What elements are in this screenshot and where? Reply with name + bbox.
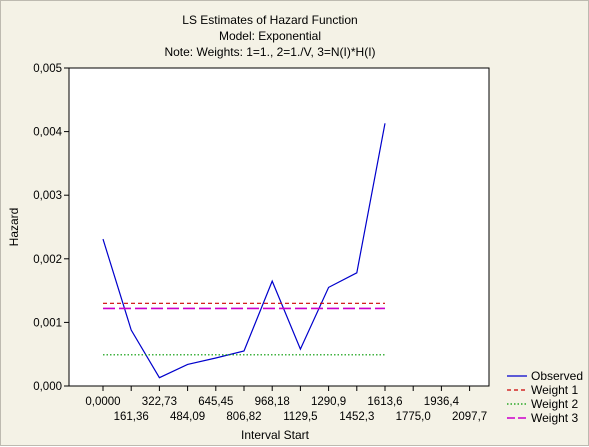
x-axis-title: Interval Start xyxy=(241,428,310,442)
series-layer xyxy=(102,123,386,379)
x-tick-label: 1775,0 xyxy=(396,411,431,423)
plot-area xyxy=(68,67,490,387)
x-tick-label: 1613,6 xyxy=(367,396,402,408)
y-tick-label: 0,000 xyxy=(33,381,62,393)
x-tick-label: 1452,3 xyxy=(339,411,374,423)
chart-title: LS Estimates of Hazard Function xyxy=(182,13,357,27)
x-tick-label: 2097,7 xyxy=(452,411,487,423)
legend-label-weight-1: Weight 1 xyxy=(531,383,578,397)
x-tick-label: 322,73 xyxy=(142,396,177,408)
legend-label-weight-3: Weight 3 xyxy=(531,411,578,425)
x-tick-label: 806,82 xyxy=(226,411,261,423)
y-axis: 0,000 0,001 0,002 0,003 0,004 0,005 xyxy=(33,63,69,393)
y-tick-label: 0,004 xyxy=(33,127,62,139)
legend-label-weight-2: Weight 2 xyxy=(531,397,578,411)
y-tick-label: 0,002 xyxy=(33,254,62,266)
x-tick-label: 645,45 xyxy=(198,396,233,408)
y-tick-label: 0,005 xyxy=(33,63,62,75)
series-line-observed xyxy=(102,123,386,379)
y-axis-title: Hazard xyxy=(7,208,21,247)
chart-subtitle-model: Model: Exponential xyxy=(219,29,321,43)
legend-label-observed: Observed xyxy=(531,369,583,383)
x-tick-label: 968,18 xyxy=(255,396,290,408)
x-tick-label: 484,09 xyxy=(170,411,205,423)
x-axis: 0,0000 161,36 322,73 484,09 645,45 806,82 968,… xyxy=(85,386,487,423)
x-tick-label: 0,0000 xyxy=(85,396,120,408)
x-tick-label: 161,36 xyxy=(114,411,149,423)
x-tick-label: 1129,5 xyxy=(283,411,317,423)
y-tick-label: 0,003 xyxy=(33,190,62,202)
chart-subtitle-note: Note: Weights: 1=1., 2=1./V, 3=N(I)*H(I) xyxy=(164,45,375,59)
x-tick-label: 1936,4 xyxy=(424,396,460,408)
y-tick-label: 0,001 xyxy=(33,317,62,329)
x-tick-label: 1290,9 xyxy=(311,396,346,408)
